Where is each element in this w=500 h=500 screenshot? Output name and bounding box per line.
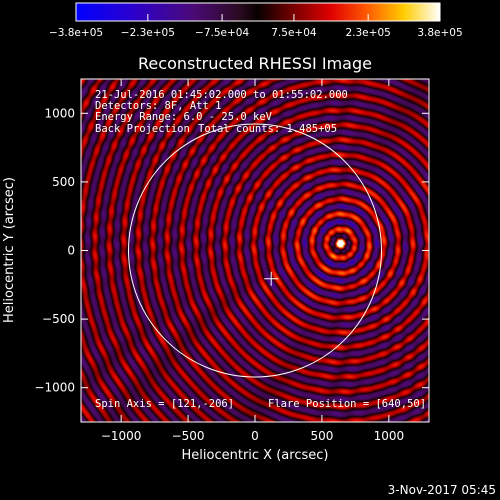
y-tick-label: −1000 [34,381,75,395]
colorbar-tick-label: 2.3e+05 [345,27,390,39]
y-tick-label: 0 [67,244,75,258]
colorbar-tick-label: 3.8e+05 [417,27,462,39]
annotation-detectors: Detectors: 8F, Att 1 [95,100,221,112]
x-tick-label: −1000 [101,429,142,443]
colorbar-tick-label: −3.8e+05 [49,27,103,39]
colorbar [75,2,441,22]
colorbar-tick-label: −2.3e+05 [121,27,175,39]
colorbar-tick-label: −7.5e+04 [195,27,249,39]
x-tick-label: 500 [310,429,333,443]
annotation-total-counts: Total counts: 1.485+05 [198,123,337,135]
y-tick-label: 1000 [44,106,75,120]
y-tick-label: −500 [42,312,75,326]
heatmap-image [81,79,429,422]
footer-timestamp: 3-Nov-2017 05:45 [388,483,496,497]
annotation-energy-range: Energy Range: 6.0 - 25.0 keV [95,111,273,123]
solar-limb-circle [128,123,382,378]
x-tick-label: 0 [251,429,259,443]
annotation-time-range: 21-Jul-2016 01:45:02.000 to 01:55:02.000 [95,89,348,101]
axis-ticks: −1000 −500 0 500 1000 −1000 −500 0 500 1000 [34,79,429,443]
colorbar-ticks: −3.8e+05 −2.3e+05 −7.5e+04 7.5e+04 2.3e+05 3.… [49,14,463,39]
x-tick-label: −500 [172,429,205,443]
annotation-method: Back Projection [95,123,190,135]
flare-position-label: Flare Position = [640,50] [268,398,426,410]
x-axis-label: Heliocentric X (arcsec) [182,448,329,463]
spin-axis-marker [264,271,279,286]
colorbar-tick-label: 7.5e+04 [271,27,317,39]
y-tick-label: 500 [52,175,75,189]
chart-title: Reconstructed RHESSI Image [138,54,372,73]
spin-axis-label: Spin Axis = [121,-206] [95,398,234,410]
y-axis-label: Heliocentric Y (arcsec) [2,177,17,323]
x-tick-label: 1000 [374,429,405,443]
